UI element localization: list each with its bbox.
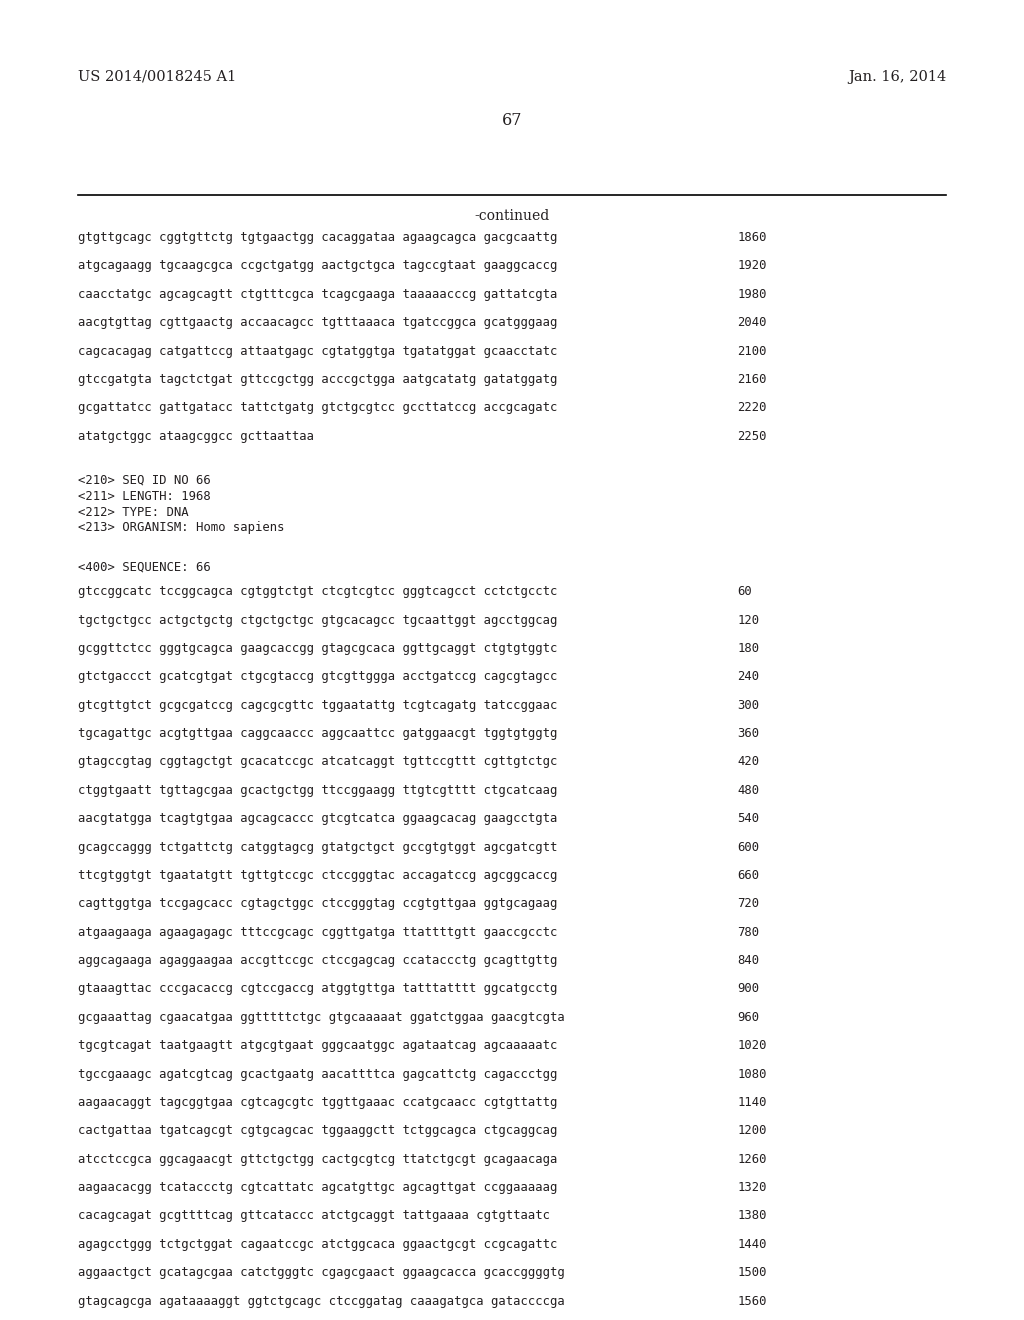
Text: aggaactgct gcatagcgaa catctgggtc cgagcgaact ggaagcacca gcaccggggtg: aggaactgct gcatagcgaa catctgggtc cgagcga…	[78, 1266, 564, 1279]
Text: 1860: 1860	[737, 231, 767, 244]
Text: 120: 120	[737, 614, 760, 627]
Text: 1500: 1500	[737, 1266, 767, 1279]
Text: 1440: 1440	[737, 1238, 767, 1251]
Text: 2250: 2250	[737, 430, 767, 442]
Text: tgcgtcagat taatgaagtt atgcgtgaat gggcaatggc agataatcag agcaaaaatc: tgcgtcagat taatgaagtt atgcgtgaat gggcaat…	[78, 1039, 557, 1052]
Text: aagaacaggt tagcggtgaa cgtcagcgtc tggttgaaac ccatgcaacc cgtgttattg: aagaacaggt tagcggtgaa cgtcagcgtc tggttga…	[78, 1096, 557, 1109]
Text: atcctccgca ggcagaacgt gttctgctgg cactgcgtcg ttatctgcgt gcagaacaga: atcctccgca ggcagaacgt gttctgctgg cactgcg…	[78, 1152, 557, 1166]
Text: 900: 900	[737, 982, 760, 995]
Text: 1560: 1560	[737, 1295, 767, 1308]
Text: 540: 540	[737, 812, 760, 825]
Text: gtagcagcga agataaaaggt ggtctgcagc ctccggatag caaagatgca gataccccga: gtagcagcga agataaaaggt ggtctgcagc ctccgg…	[78, 1295, 564, 1308]
Text: cactgattaa tgatcagcgt cgtgcagcac tggaaggctt tctggcagca ctgcaggcag: cactgattaa tgatcagcgt cgtgcagcac tggaagg…	[78, 1125, 557, 1138]
Text: gcagccaggg tctgattctg catggtagcg gtatgctgct gccgtgtggt agcgatcgtt: gcagccaggg tctgattctg catggtagcg gtatgct…	[78, 841, 557, 854]
Text: <212> TYPE: DNA: <212> TYPE: DNA	[78, 506, 188, 519]
Text: Jan. 16, 2014: Jan. 16, 2014	[848, 70, 946, 84]
Text: tgctgctgcc actgctgctg ctgctgctgc gtgcacagcc tgcaattggt agcctggcag: tgctgctgcc actgctgctg ctgctgctgc gtgcaca…	[78, 614, 557, 627]
Text: 1980: 1980	[737, 288, 767, 301]
Text: 1320: 1320	[737, 1181, 767, 1195]
Text: gcgaaattag cgaacatgaa ggtttttctgc gtgcaaaaat ggatctggaa gaacgtcgta: gcgaaattag cgaacatgaa ggtttttctgc gtgcaa…	[78, 1011, 564, 1024]
Text: atgcagaagg tgcaagcgca ccgctgatgg aactgctgca tagccgtaat gaaggcaccg: atgcagaagg tgcaagcgca ccgctgatgg aactgct…	[78, 260, 557, 272]
Text: 240: 240	[737, 671, 760, 684]
Text: 60: 60	[737, 585, 752, 598]
Text: aacgtatgga tcagtgtgaa agcagcaccc gtcgtcatca ggaagcacag gaagcctgta: aacgtatgga tcagtgtgaa agcagcaccc gtcgtca…	[78, 812, 557, 825]
Text: 2160: 2160	[737, 374, 767, 385]
Text: <211> LENGTH: 1968: <211> LENGTH: 1968	[78, 490, 211, 503]
Text: 1920: 1920	[737, 260, 767, 272]
Text: 420: 420	[737, 755, 760, 768]
Text: cacagcagat gcgttttcag gttcataccc atctgcaggt tattgaaaa cgtgttaatc: cacagcagat gcgttttcag gttcataccc atctgca…	[78, 1209, 550, 1222]
Text: gtaaagttac cccgacaccg cgtccgaccg atggtgttga tatttatttt ggcatgcctg: gtaaagttac cccgacaccg cgtccgaccg atggtgt…	[78, 982, 557, 995]
Text: 960: 960	[737, 1011, 760, 1024]
Text: 2040: 2040	[737, 317, 767, 329]
Text: gtccgatgta tagctctgat gttccgctgg acccgctgga aatgcatatg gatatggatg: gtccgatgta tagctctgat gttccgctgg acccgct…	[78, 374, 557, 385]
Text: atatgctggc ataagcggcc gcttaattaa: atatgctggc ataagcggcc gcttaattaa	[78, 430, 313, 442]
Text: aacgtgttag cgttgaactg accaacagcc tgtttaaaca tgatccggca gcatgggaag: aacgtgttag cgttgaactg accaacagcc tgtttaa…	[78, 317, 557, 329]
Text: 840: 840	[737, 954, 760, 968]
Text: agagcctggg tctgctggat cagaatccgc atctggcaca ggaactgcgt ccgcagattc: agagcctggg tctgctggat cagaatccgc atctggc…	[78, 1238, 557, 1251]
Text: <400> SEQUENCE: 66: <400> SEQUENCE: 66	[78, 561, 211, 574]
Text: 1140: 1140	[737, 1096, 767, 1109]
Text: gcggttctcc gggtgcagca gaagcaccgg gtagcgcaca ggttgcaggt ctgtgtggtc: gcggttctcc gggtgcagca gaagcaccgg gtagcgc…	[78, 642, 557, 655]
Text: gcgattatcc gattgatacc tattctgatg gtctgcgtcc gccttatccg accgcagatc: gcgattatcc gattgatacc tattctgatg gtctgcg…	[78, 401, 557, 414]
Text: aagaacacgg tcataccctg cgtcattatc agcatgttgc agcagttgat ccggaaaaag: aagaacacgg tcataccctg cgtcattatc agcatgt…	[78, 1181, 557, 1195]
Text: <213> ORGANISM: Homo sapiens: <213> ORGANISM: Homo sapiens	[78, 521, 285, 535]
Text: 660: 660	[737, 869, 760, 882]
Text: 180: 180	[737, 642, 760, 655]
Text: atgaagaaga agaagagagc tttccgcagc cggttgatga ttattttgtt gaaccgcctc: atgaagaaga agaagagagc tttccgcagc cggttga…	[78, 925, 557, 939]
Text: aggcagaaga agaggaagaa accgttccgc ctccgagcag ccataccctg gcagttgttg: aggcagaaga agaggaagaa accgttccgc ctccgag…	[78, 954, 557, 968]
Text: 780: 780	[737, 925, 760, 939]
Text: 1380: 1380	[737, 1209, 767, 1222]
Text: ctggtgaatt tgttagcgaa gcactgctgg ttccggaagg ttgtcgtttt ctgcatcaag: ctggtgaatt tgttagcgaa gcactgctgg ttccgga…	[78, 784, 557, 797]
Text: 720: 720	[737, 898, 760, 911]
Text: 480: 480	[737, 784, 760, 797]
Text: 1260: 1260	[737, 1152, 767, 1166]
Text: 360: 360	[737, 727, 760, 741]
Text: cagcacagag catgattccg attaatgagc cgtatggtga tgatatggat gcaacctatc: cagcacagag catgattccg attaatgagc cgtatgg…	[78, 345, 557, 358]
Text: tgccgaaagc agatcgtcag gcactgaatg aacattttca gagcattctg cagaccctgg: tgccgaaagc agatcgtcag gcactgaatg aacattt…	[78, 1068, 557, 1081]
Text: gtcgttgtct gcgcgatccg cagcgcgttc tggaatattg tcgtcagatg tatccggaac: gtcgttgtct gcgcgatccg cagcgcgttc tggaata…	[78, 698, 557, 711]
Text: <210> SEQ ID NO 66: <210> SEQ ID NO 66	[78, 474, 211, 487]
Text: 1080: 1080	[737, 1068, 767, 1081]
Text: 2220: 2220	[737, 401, 767, 414]
Text: caacctatgc agcagcagtt ctgtttcgca tcagcgaaga taaaaacccg gattatcgta: caacctatgc agcagcagtt ctgtttcgca tcagcga…	[78, 288, 557, 301]
Text: 300: 300	[737, 698, 760, 711]
Text: cagttggtga tccgagcacc cgtagctggc ctccgggtag ccgtgttgaa ggtgcagaag: cagttggtga tccgagcacc cgtagctggc ctccggg…	[78, 898, 557, 911]
Text: ttcgtggtgt tgaatatgtt tgttgtccgc ctccgggtac accagatccg agcggcaccg: ttcgtggtgt tgaatatgtt tgttgtccgc ctccggg…	[78, 869, 557, 882]
Text: US 2014/0018245 A1: US 2014/0018245 A1	[78, 70, 237, 84]
Text: -continued: -continued	[474, 209, 550, 223]
Text: gtgttgcagc cggtgttctg tgtgaactgg cacaggataa agaagcagca gacgcaattg: gtgttgcagc cggtgttctg tgtgaactgg cacagga…	[78, 231, 557, 244]
Text: 67: 67	[502, 112, 522, 129]
Text: 1200: 1200	[737, 1125, 767, 1138]
Text: 1020: 1020	[737, 1039, 767, 1052]
Text: gtccggcatc tccggcagca cgtggtctgt ctcgtcgtcc gggtcagcct cctctgcctc: gtccggcatc tccggcagca cgtggtctgt ctcgtcg…	[78, 585, 557, 598]
Text: tgcagattgc acgtgttgaa caggcaaccc aggcaattcc gatggaacgt tggtgtggtg: tgcagattgc acgtgttgaa caggcaaccc aggcaat…	[78, 727, 557, 741]
Text: 600: 600	[737, 841, 760, 854]
Text: gtctgaccct gcatcgtgat ctgcgtaccg gtcgttggga acctgatccg cagcgtagcc: gtctgaccct gcatcgtgat ctgcgtaccg gtcgttg…	[78, 671, 557, 684]
Text: gtagccgtag cggtagctgt gcacatccgc atcatcaggt tgttccgttt cgttgtctgc: gtagccgtag cggtagctgt gcacatccgc atcatca…	[78, 755, 557, 768]
Text: 2100: 2100	[737, 345, 767, 358]
